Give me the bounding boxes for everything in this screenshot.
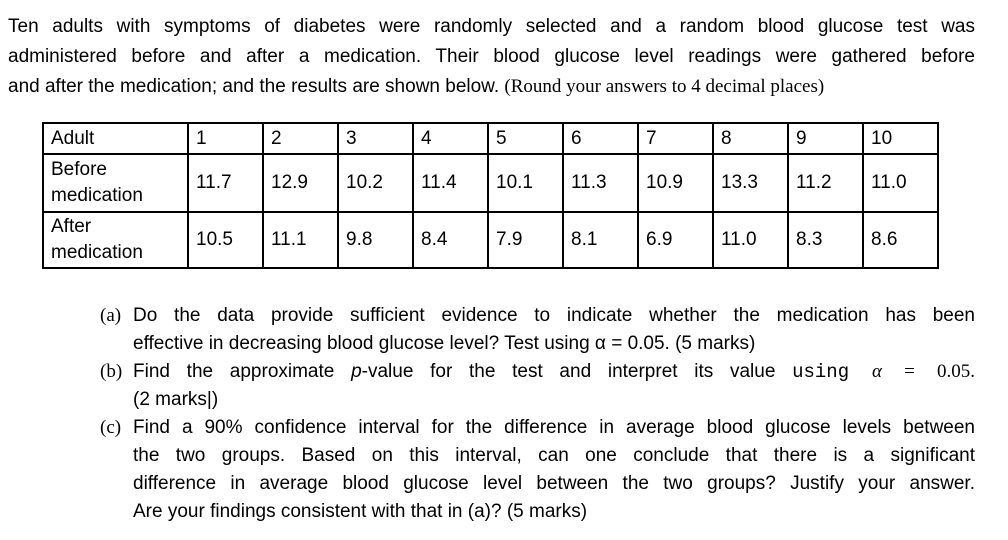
value-cell: 13.3 xyxy=(712,153,789,213)
intro-line-1: Ten adults with symptoms of diabetes wer… xyxy=(8,16,975,37)
value-cell: 10.2 xyxy=(337,153,414,213)
value-cell: 10.1 xyxy=(487,153,564,213)
header-cell: 3 xyxy=(337,122,414,155)
question-c-line-4: Are your findings consistent with that i… xyxy=(133,501,588,522)
row-label-after: After medication xyxy=(42,211,189,269)
header-cell: 5 xyxy=(487,122,564,155)
header-cell-adult: Adult xyxy=(42,122,189,155)
question-b-line-2-marks: (2 marks|) xyxy=(133,389,219,410)
value-cell: 11.1 xyxy=(262,211,339,269)
header-cell: 6 xyxy=(562,122,639,155)
question-item-b: (b) Find the approximate p-value for the… xyxy=(100,358,975,414)
question-item-c: (c) Find a 90% confidence interval for t… xyxy=(100,414,975,526)
value-cell: 11.7 xyxy=(187,153,264,213)
value-cell: 11.4 xyxy=(412,153,489,213)
question-marker-b: (b) xyxy=(100,361,123,382)
value-cell: 7.9 xyxy=(487,211,564,269)
intro-paragraph: Ten adults with symptoms of diabetes wer… xyxy=(8,12,975,102)
value-cell: 8.1 xyxy=(562,211,639,269)
question-c-line-3: difference in average blood glucose leve… xyxy=(133,473,975,494)
header-cell: 8 xyxy=(712,122,789,155)
alpha-value: = 0.05. xyxy=(881,361,975,382)
question-a-line-1: Do the data provide sufficient evidence … xyxy=(133,305,975,326)
value-cell: 9.8 xyxy=(337,211,414,269)
table-header-row: Adult 1 2 3 4 5 6 7 8 9 10 xyxy=(42,122,939,155)
question-c-line-2: the two groups. Based on this interval, … xyxy=(133,445,975,466)
header-cell: 10 xyxy=(862,122,939,155)
value-cell: 10.5 xyxy=(187,211,264,269)
question-a-line-2: effective in decreasing blood glucose le… xyxy=(133,333,756,354)
question-b-text: Find the approximate xyxy=(133,361,352,382)
intro-line-3: and after the medication; and the result… xyxy=(8,72,975,102)
document-page: Ten adults with symptoms of diabetes wer… xyxy=(8,12,975,526)
value-cell: 8.4 xyxy=(412,211,489,269)
intro-line-3-text: and after the medication; and the result… xyxy=(8,76,505,97)
header-cell: 4 xyxy=(412,122,489,155)
question-b-text: -value for the test and interpret its va… xyxy=(361,361,793,382)
table-row-before: Before medication 11.7 12.9 10.2 11.4 10… xyxy=(42,153,939,213)
header-cell: 1 xyxy=(187,122,264,155)
alpha-symbol: α xyxy=(871,361,882,382)
value-cell: 11.3 xyxy=(562,153,639,213)
value-cell: 8.3 xyxy=(787,211,864,269)
value-cell: 8.6 xyxy=(862,211,939,269)
question-body-a: Do the data provide sufficient evidence … xyxy=(133,302,975,358)
using-keyword: using xyxy=(792,361,872,383)
value-cell: 11.2 xyxy=(787,153,864,213)
value-cell: 6.9 xyxy=(637,211,714,269)
header-cell: 9 xyxy=(787,122,864,155)
value-cell: 10.9 xyxy=(637,153,714,213)
question-marker-a: (a) xyxy=(100,305,122,326)
value-cell: 11.0 xyxy=(862,153,939,213)
intro-line-2: administered before and after a medicati… xyxy=(8,46,975,67)
value-cell: 11.0 xyxy=(712,211,789,269)
question-b-line-1: Find the approximate p-value for the tes… xyxy=(133,358,975,386)
question-item-a: (a) Do the data provide sufficient evide… xyxy=(100,302,975,358)
question-body-b: Find the approximate p-value for the tes… xyxy=(133,358,975,414)
table-row-after: After medication 10.5 11.1 9.8 8.4 7.9 8… xyxy=(42,211,939,269)
header-cell: 7 xyxy=(637,122,714,155)
round-note: (Round your answers to 4 decimal places) xyxy=(504,76,825,97)
question-c-line-1: Find a 90% confidence interval for the d… xyxy=(133,417,975,438)
glucose-data-table: Adult 1 2 3 4 5 6 7 8 9 10 Before medica… xyxy=(42,122,939,269)
header-cell: 2 xyxy=(262,122,339,155)
value-cell: 12.9 xyxy=(262,153,339,213)
questions-list: (a) Do the data provide sufficient evide… xyxy=(100,302,975,526)
row-label-before: Before medication xyxy=(42,153,189,213)
question-marker-c: (c) xyxy=(100,417,122,438)
question-body-c: Find a 90% confidence interval for the d… xyxy=(133,414,975,526)
p-value-italic: p xyxy=(351,361,362,382)
